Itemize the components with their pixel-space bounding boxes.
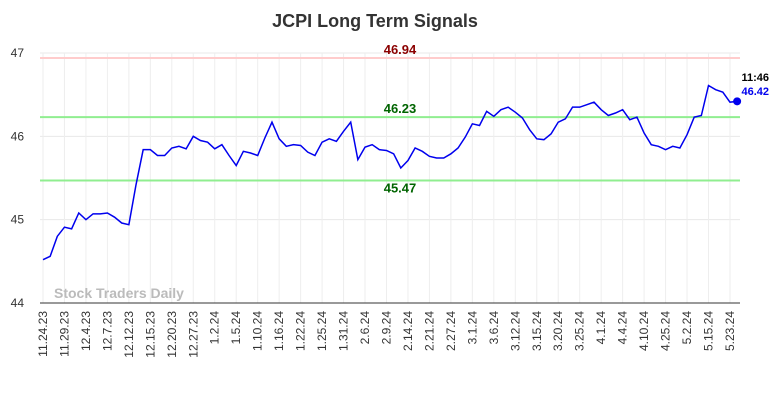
x-tick-label: 1.2.24 xyxy=(208,311,222,345)
x-tick-label: 1.5.24 xyxy=(229,311,243,345)
y-tick-label: 46 xyxy=(11,129,25,143)
price-line xyxy=(42,84,738,261)
x-tick-label: 12.20.23 xyxy=(165,311,179,358)
x-tick-label: 5.23.24 xyxy=(723,311,737,351)
x-tick-label: 4.25.24 xyxy=(659,311,673,351)
x-tick-label: 3.1.24 xyxy=(465,311,479,345)
y-tick-label: 47 xyxy=(11,46,25,60)
x-tick-label: 3.25.24 xyxy=(573,311,587,351)
x-tick-label: 3.20.24 xyxy=(551,311,565,351)
signal-label: 46.23 xyxy=(384,101,417,116)
x-tick-label: 12.7.23 xyxy=(100,311,114,351)
x-tick-label: 2.6.24 xyxy=(358,311,372,345)
x-tick-label: 4.4.24 xyxy=(616,311,630,345)
y-tick-label: 44 xyxy=(11,296,25,310)
x-tick-label: 4.1.24 xyxy=(594,311,608,345)
x-tick-label: 12.15.23 xyxy=(143,311,157,358)
x-tick-label: 12.12.23 xyxy=(122,311,136,358)
watermark: Stock Traders Daily xyxy=(54,285,184,301)
x-tick-label: 12.27.23 xyxy=(186,311,200,358)
y-tick-label: 45 xyxy=(11,213,25,227)
x-tick-label: 2.9.24 xyxy=(379,311,393,345)
last-point xyxy=(733,97,742,106)
x-tick-label: 1.22.24 xyxy=(294,311,308,351)
last-value: 46.42 xyxy=(741,86,769,98)
last-time: 11:46 xyxy=(741,72,769,84)
x-tick-label: 2.27.24 xyxy=(444,311,458,351)
x-tick-label: 3.15.24 xyxy=(530,311,544,351)
x-tick-label: 11.24.23 xyxy=(36,311,50,357)
x-tick-label: 3.6.24 xyxy=(487,311,501,345)
x-tick-label: 1.10.24 xyxy=(251,311,265,351)
x-tick-label: 5.15.24 xyxy=(702,311,716,351)
signal-label: 46.94 xyxy=(384,42,417,57)
x-tick-label: 4.10.24 xyxy=(637,311,651,351)
x-tick-label: 1.25.24 xyxy=(315,311,329,351)
x-tick-label: 5.2.24 xyxy=(680,311,694,345)
x-tick-label: 1.16.24 xyxy=(272,311,286,351)
x-tick-label: 11.29.23 xyxy=(57,311,71,357)
x-tick-label: 3.12.24 xyxy=(508,311,522,351)
x-tick-label: 12.4.23 xyxy=(79,311,93,351)
signal-label: 45.47 xyxy=(384,181,417,196)
x-tick-label: 1.31.24 xyxy=(337,311,351,351)
x-tick-label: 2.14.24 xyxy=(401,311,415,351)
chart-title: JCPI Long Term Signals xyxy=(272,11,478,31)
x-tick-label: 2.21.24 xyxy=(422,311,436,351)
